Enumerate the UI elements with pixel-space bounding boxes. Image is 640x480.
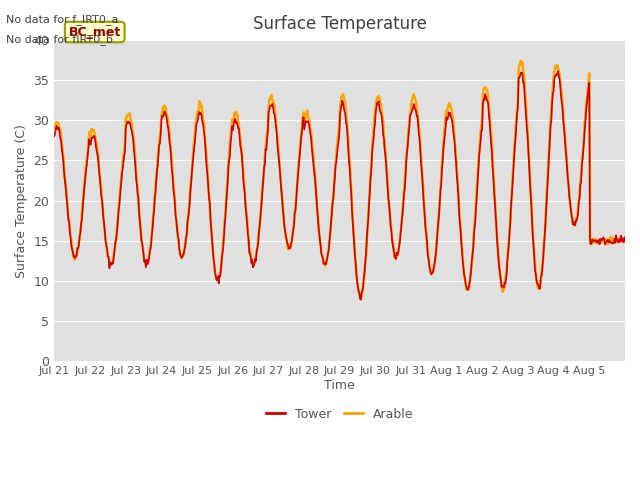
Y-axis label: Surface Temperature (C): Surface Temperature (C) (15, 124, 28, 277)
Text: No data for f̅IRT0̅_b: No data for f̅IRT0̅_b (6, 34, 113, 45)
Legend: Tower, Arable: Tower, Arable (261, 403, 418, 425)
X-axis label: Time: Time (324, 379, 355, 392)
Text: No data for f_IRT0_a: No data for f_IRT0_a (6, 14, 119, 25)
Text: BC_met: BC_met (68, 25, 121, 38)
Title: Surface Temperature: Surface Temperature (253, 15, 427, 33)
